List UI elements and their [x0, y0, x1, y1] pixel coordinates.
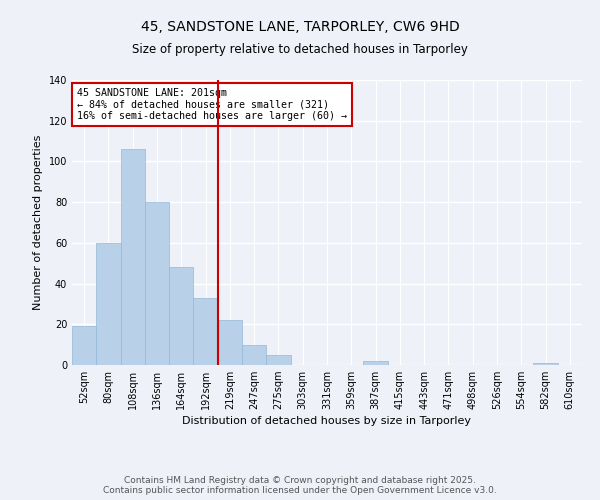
- Bar: [169, 268, 193, 365]
- Text: 45, SANDSTONE LANE, TARPORLEY, CW6 9HD: 45, SANDSTONE LANE, TARPORLEY, CW6 9HD: [140, 20, 460, 34]
- Bar: [96, 243, 121, 365]
- Text: Contains HM Land Registry data © Crown copyright and database right 2025.
Contai: Contains HM Land Registry data © Crown c…: [103, 476, 497, 495]
- Bar: [193, 298, 218, 365]
- Text: 45 SANDSTONE LANE: 201sqm
← 84% of detached houses are smaller (321)
16% of semi: 45 SANDSTONE LANE: 201sqm ← 84% of detac…: [77, 88, 347, 122]
- Bar: [218, 320, 242, 365]
- Bar: [242, 344, 266, 365]
- Bar: [266, 355, 290, 365]
- Bar: [533, 363, 558, 365]
- Bar: [121, 149, 145, 365]
- Y-axis label: Number of detached properties: Number of detached properties: [33, 135, 43, 310]
- Bar: [145, 202, 169, 365]
- Bar: [72, 326, 96, 365]
- Text: Size of property relative to detached houses in Tarporley: Size of property relative to detached ho…: [132, 42, 468, 56]
- X-axis label: Distribution of detached houses by size in Tarporley: Distribution of detached houses by size …: [182, 416, 472, 426]
- Bar: [364, 361, 388, 365]
